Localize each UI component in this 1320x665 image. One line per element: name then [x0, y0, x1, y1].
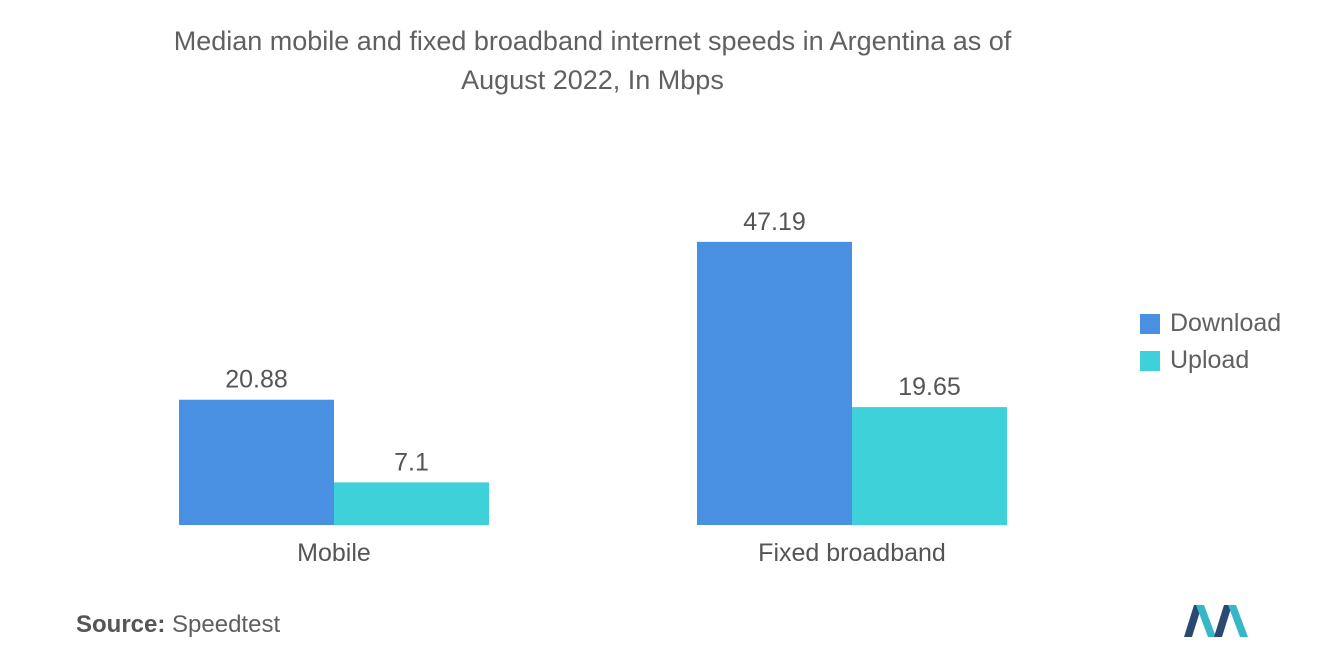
legend-swatch-upload [1140, 350, 1160, 371]
bar-fixed-broadband-download[interactable] [697, 241, 852, 526]
source-label: Source: [76, 611, 166, 638]
category-label-fixed-broadband: Fixed broadband [758, 539, 946, 567]
legend: Download Upload [1140, 305, 1281, 379]
data-label-mobile-upload: 7.1 [394, 448, 429, 476]
chart-title-line-1: Median mobile and fixed broadband intern… [173, 26, 1012, 56]
category-label-mobile: Mobile [297, 539, 371, 567]
data-label-fixed-broadband-download: 47.19 [743, 208, 806, 236]
source-value: Speedtest [172, 611, 281, 638]
legend-swatch-download [1140, 313, 1160, 334]
bar-chart: 20.88 7.1 Mobile 47.19 19.65 Fixed broadband [179, 208, 1007, 567]
legend-label-download: Download [1170, 309, 1282, 337]
brand-logo-icon [1184, 605, 1248, 637]
data-label-mobile-download: 20.88 [225, 366, 288, 394]
bar-mobile-download[interactable] [179, 399, 334, 525]
legend-item-upload[interactable]: Upload [1140, 342, 1281, 379]
source-note: Source: Speedtest [76, 611, 280, 639]
chart-title: Median mobile and fixed broadband intern… [40, 22, 1145, 100]
chart-title-line-2: August 2022, In Mbps [461, 65, 724, 95]
legend-item-download[interactable]: Download [1140, 305, 1281, 342]
legend-label-upload: Upload [1170, 346, 1250, 374]
bar-mobile-upload[interactable] [334, 482, 489, 525]
data-label-fixed-broadband-upload: 19.65 [898, 373, 961, 401]
bar-fixed-broadband-upload[interactable] [852, 407, 1007, 525]
